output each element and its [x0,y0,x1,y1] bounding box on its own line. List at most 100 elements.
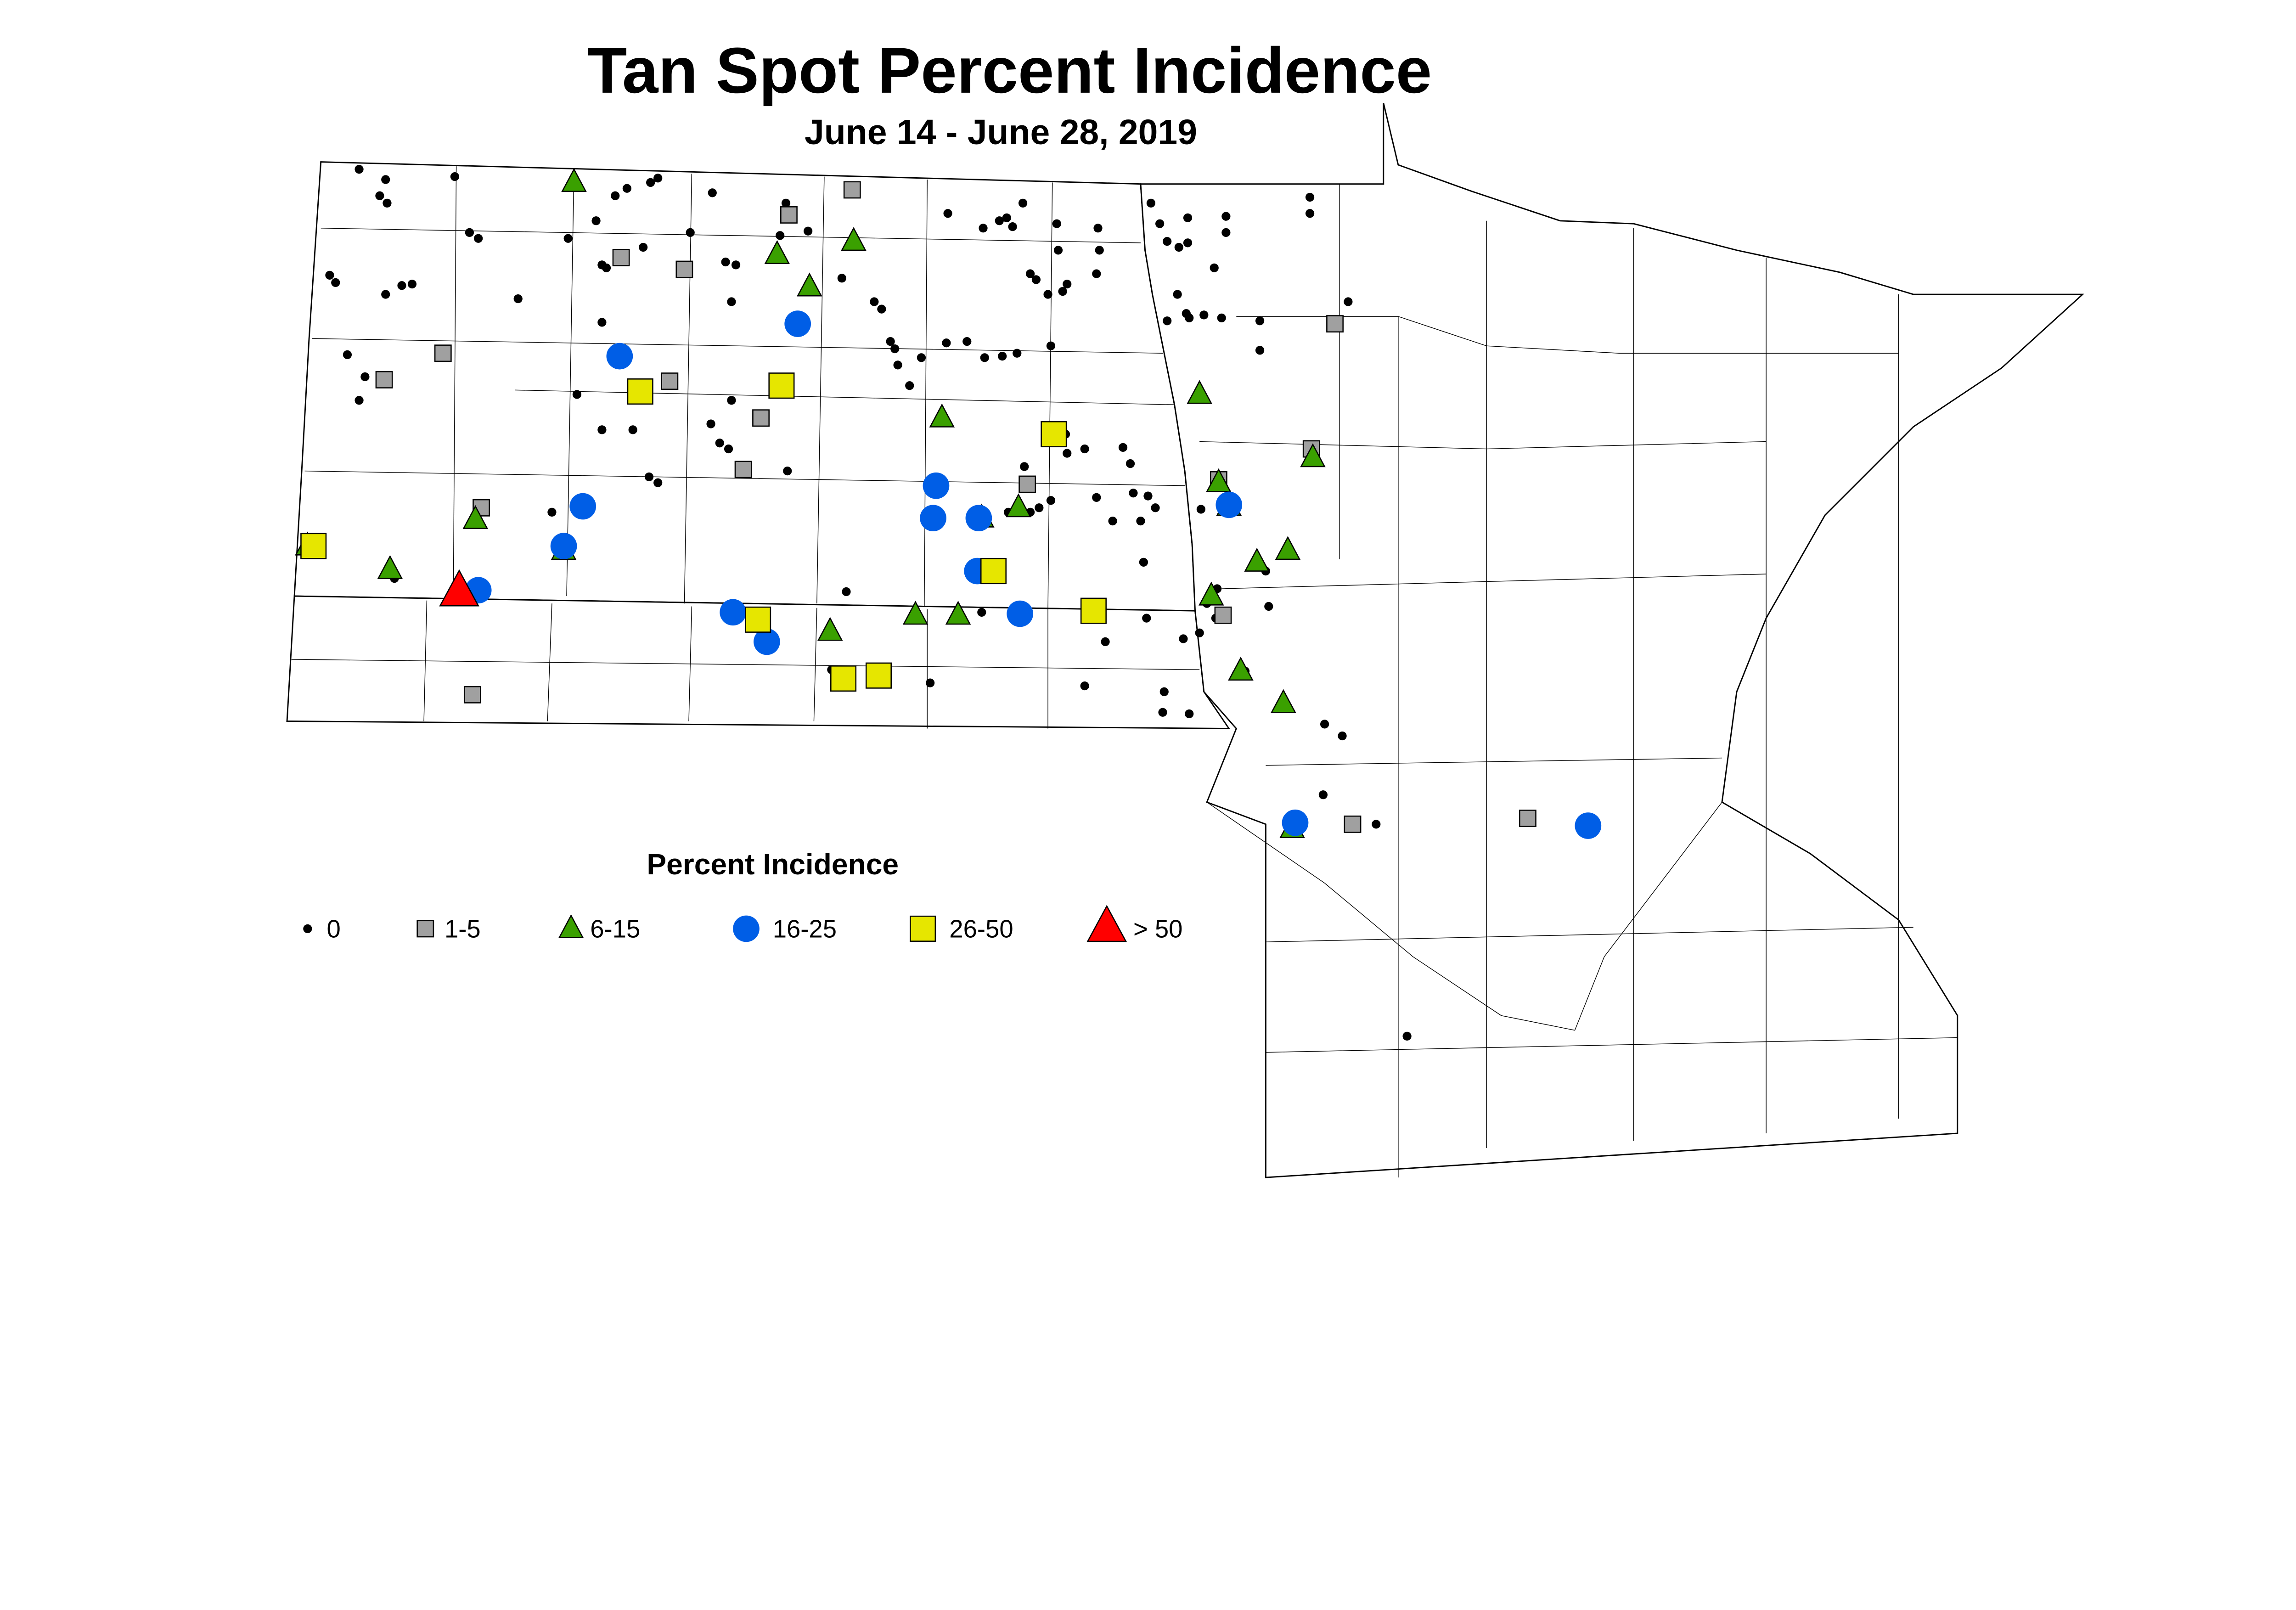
zero-incidence-dot [721,257,730,267]
incidence-1-5-square [752,409,770,427]
incidence-6-15-triangle [377,555,403,579]
zero-incidence-dot [998,352,1007,361]
zero-incidence-dot [1129,489,1138,498]
zero-incidence-dot [893,360,902,370]
legend-item: 16-25 [733,915,837,943]
incidence-6-15-triangle [817,617,843,641]
zero-incidence-dot [1183,213,1193,222]
incidence-26-50-square [768,372,795,399]
zero-incidence-dot [1080,444,1089,454]
zero-incidence-dot [1142,614,1151,623]
zero-incidence-dot [870,297,879,306]
zero-incidence-dot [450,172,460,181]
zero-incidence-dot [360,372,370,382]
zero-incidence-dot [1221,228,1231,237]
incidence-1-5-square [675,260,693,278]
zero-incidence-dot [1179,634,1188,643]
incidence-26-50-square [1041,421,1067,448]
zero-incidence-dot [724,444,733,454]
zero-incidence-dot [513,294,523,304]
zero-incidence-dot [1092,493,1101,502]
incidence-6-15-triangle [1199,581,1224,606]
zero-incidence-dot [563,234,573,243]
zero-incidence-dot [1092,269,1101,278]
incidence-16-25-circle [720,599,747,626]
zero-incidence-dot [1338,731,1347,741]
zero-incidence-dot [1185,313,1194,322]
incidence-16-25-circle [606,343,633,370]
zero-incidence-dot [1052,219,1061,228]
zero-incidence-dot [1046,341,1056,350]
incidence-6-15-triangle [902,601,929,625]
incidence-6-15-triangle [1244,547,1270,572]
incidence-6-15-triangle [561,168,587,192]
zero-incidence-dot [325,270,334,280]
zero-incidence-dot [1318,790,1328,799]
zero-incidence-dot [776,231,785,240]
zero-incidence-dot [653,174,663,183]
incidence-26-50-square [865,662,892,689]
zero-incidence-dot [1063,279,1072,289]
zero-incidence-dot [1158,708,1167,717]
incidence-1-5-square [463,686,481,704]
zero-incidence-dot [890,344,900,354]
zero-incidence-dot [804,226,813,236]
zero-incidence-dot [1143,491,1153,501]
zero-incidence-dot [1146,198,1156,208]
zero-incidence-dot [1031,275,1041,284]
incidence-1-5-square [1326,315,1344,333]
legend: Percent Incidence 0 1-5 6-15 16-25 26-50 > 50 [303,848,1182,943]
map-subtitle: June 14 - June 28, 2019 [805,113,1197,152]
zero-incidence-dot [1163,316,1172,326]
zero-incidence-dot [1159,687,1169,697]
zero-incidence-dot [727,396,736,405]
incidence-over-50-triangle [439,569,479,607]
zero-incidence-dot [942,338,951,348]
zero-incidence-dot [465,228,474,237]
zero-incidence-dot [1320,720,1329,729]
incidence-16-25-circle [784,310,811,337]
zero-incidence-dot [1013,349,1022,358]
incidence-1-5-square [1519,810,1536,827]
incidence-16-25-circle [920,505,946,532]
zero-incidence-dot [1108,516,1117,526]
zero-incidence-dot [943,209,952,218]
legend-incidence-over-50-triangle [1086,905,1127,942]
zero-incidence-dot [727,297,736,306]
zero-incidence-dot [1020,462,1029,471]
zero-incidence-dot [407,279,417,289]
legend-zero-incidence-dot [303,924,312,934]
zero-incidence-dot [591,216,601,225]
zero-incidence-dot [1080,681,1089,691]
zero-incidence-dot [1210,263,1219,272]
incidence-1-5-square [780,206,798,224]
zero-incidence-dot [1139,557,1148,567]
zero-incidence-dot [715,439,724,448]
zero-incidence-dot [708,188,717,197]
zero-incidence-dot [977,608,986,617]
zero-incidence-dot [622,184,632,193]
zero-incidence-dot [381,175,390,184]
zero-incidence-dot [1255,316,1265,326]
zero-incidence-dot [1053,246,1063,255]
zero-incidence-dot [886,337,895,346]
zero-incidence-dot [926,678,935,687]
legend-label: 0 [327,915,341,943]
zero-incidence-dot [375,191,384,200]
incidence-1-5-square [661,372,679,390]
incidence-16-25-circle [1007,600,1034,627]
incidence-26-50-square [745,606,771,633]
south-dakota [286,595,1231,729]
zero-incidence-dot [1095,246,1104,255]
incidence-6-15-triangle [1228,656,1254,681]
zero-incidence-dot [781,198,791,208]
zero-incidence-dot [355,164,364,174]
legend-label: > 50 [1133,915,1183,943]
zero-incidence-dot [1136,516,1145,526]
incidence-1-5-square [1019,475,1036,493]
zero-incidence-dot [1305,209,1315,218]
zero-incidence-dot [1402,1031,1412,1041]
state-outlines [286,103,2084,1178]
incidence-6-15-triangle [1300,443,1326,467]
zero-incidence-dot [1118,443,1128,452]
